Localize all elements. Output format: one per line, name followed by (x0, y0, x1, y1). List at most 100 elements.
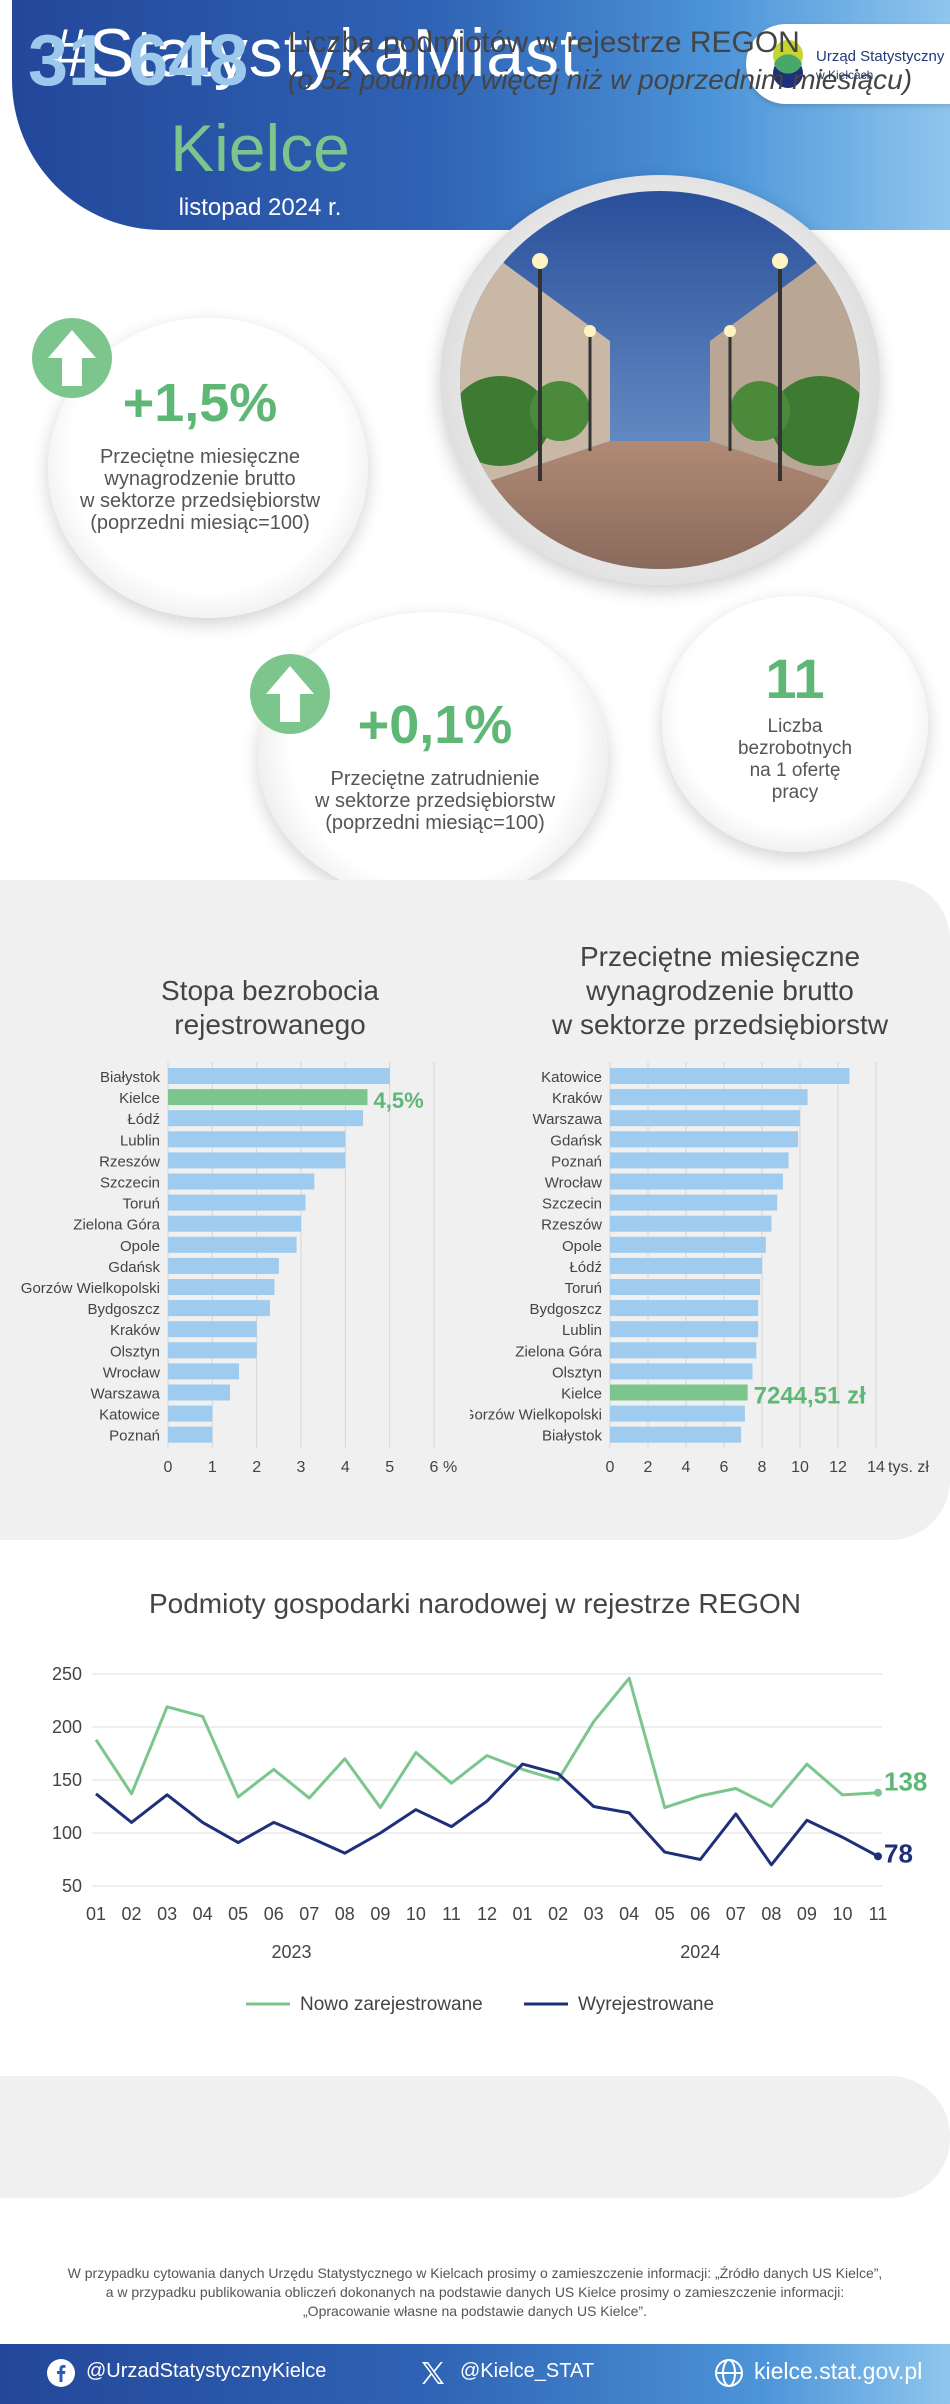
bar (168, 1384, 231, 1401)
x-icon[interactable] (418, 2358, 448, 2388)
unemployed-label-line: na 1 ofertę (749, 760, 841, 781)
category-label: Olsztyn (110, 1343, 160, 1360)
unit-label: tys. zł (888, 1459, 929, 1476)
x-tick-label: 09 (797, 1904, 817, 1924)
tick-label: 1 (208, 1459, 217, 1476)
category-label: Bydgoszcz (87, 1301, 160, 1318)
category-label: Toruń (122, 1196, 160, 1213)
x-tick-label: 06 (264, 1904, 284, 1924)
footer-bar: @UrzadStatystycznyKielce @Kielce_STAT ki… (0, 2344, 950, 2404)
website-link[interactable]: kielce.stat.gov.pl (754, 2358, 923, 2384)
regon-chart-title: Podmioty gospodarki narodowej w rejestrz… (148, 1588, 802, 1619)
year-label: 2023 (271, 1942, 311, 1962)
bar (610, 1110, 800, 1127)
category-label: Białystok (542, 1428, 603, 1445)
chart-title-line: Stopa bezrobocia (161, 975, 379, 1006)
regon-label: Liczba podmiotów w rejestrze REGON (288, 26, 800, 59)
highlight-value-label: 4,5% (374, 1088, 424, 1113)
bar (168, 1363, 239, 1380)
arrow-up-icon (266, 666, 314, 722)
street-illustration (460, 191, 860, 569)
x-tick-label: 04 (619, 1904, 639, 1924)
facebook-link[interactable]: @UrzadStatystycznyKielce (86, 2360, 327, 2382)
tick-label: 14 (867, 1459, 885, 1476)
x-tick-label: 11 (442, 1904, 461, 1924)
citation-line: W przypadku cytowania danych Urzędu Stat… (67, 2265, 883, 2281)
bar (168, 1300, 270, 1317)
globe-icon[interactable] (714, 2358, 744, 2388)
logo-badge[interactable]: Urząd Statystyczny w Kielcach (746, 24, 950, 104)
city-photo-frame (440, 175, 880, 585)
y-tick-label: 200 (52, 1717, 82, 1737)
category-label: Warszawa (533, 1111, 603, 1128)
category-label: Białystok (100, 1069, 161, 1086)
bar (168, 1342, 257, 1359)
x-tick-label: 01 (86, 1904, 106, 1924)
category-label: Szczecin (542, 1196, 602, 1213)
bar (610, 1089, 808, 1106)
category-label: Poznań (551, 1153, 602, 1170)
wage-kpi-label: Przeciętne miesięczne wynagrodzenie brut… (60, 446, 340, 534)
city-name: Kielce (170, 111, 350, 185)
category-label: Zielona Góra (515, 1343, 602, 1360)
x-tick-label: 02 (548, 1904, 568, 1924)
bar (168, 1068, 390, 1084)
regon-line-chart: 50 100 150 200 250 01 02 03 04 05 06 07 08 09 10 11 12 01… (52, 1664, 927, 2015)
category-label: Gdańsk (550, 1132, 602, 1149)
employment-arrow-badge (250, 654, 330, 734)
x-tick-label: 09 (370, 1904, 390, 1924)
unemployed-kpi-bubble (662, 596, 928, 852)
x-tick-label: 05 (228, 1904, 248, 1924)
year-label: 2024 (680, 1942, 720, 1962)
x-tick-label: 07 (726, 1904, 746, 1924)
regon-count: 31 648 (28, 21, 249, 101)
bar-charts-section (0, 880, 950, 1540)
x-tick-label: 10 (406, 1904, 426, 1924)
city-photo (460, 191, 860, 569)
bar (610, 1131, 799, 1148)
tick-label: 2 (252, 1459, 261, 1476)
employment-label-line: w sektorze przedsiębiorstw (314, 790, 556, 812)
employment-kpi-bubble (258, 612, 608, 902)
category-label: Kielce (561, 1386, 602, 1403)
category-label: Szczecin (100, 1175, 160, 1192)
unemployed-label-line: bezrobotnych (737, 738, 853, 759)
facebook-icon[interactable] (46, 2358, 76, 2388)
wage-arrow-badge (32, 318, 112, 398)
bar (610, 1363, 753, 1380)
category-label: Katowice (99, 1407, 160, 1424)
category-label: Wrocław (103, 1364, 160, 1381)
citation-note: W przypadku cytowania danych Urzędu Stat… (10, 2264, 940, 2321)
tick-label: 8 (758, 1459, 767, 1476)
chart-title-line: wynagrodzenie brutto (586, 975, 854, 1006)
citation-line: „Opracowanie własne na podstawie danych … (303, 2303, 647, 2319)
logo-line1: Urząd Statystyczny (816, 48, 945, 65)
category-label: Katowice (541, 1069, 602, 1086)
bar (610, 1321, 759, 1338)
arrow-up-icon (48, 330, 96, 386)
wage-bar-chart: Katowice Kraków Warszawa Gdańsk Poznań Wrocła… (470, 1062, 929, 1476)
y-tick-label: 150 (52, 1770, 82, 1790)
tick-label: 12 (829, 1459, 847, 1476)
bar (168, 1405, 213, 1422)
series-line (94, 1676, 879, 1810)
category-label: Warszawa (91, 1386, 161, 1403)
bar (168, 1152, 346, 1169)
category-label: Łódź (127, 1111, 160, 1128)
bar (168, 1426, 213, 1443)
x-tick-label: 08 (761, 1904, 781, 1924)
tick-label: 5 (385, 1459, 394, 1476)
x-link[interactable]: @Kielce_STAT (460, 2360, 595, 2382)
unemployment-bar-chart: Białystok Kielce 4,5% Łódź Lublin Rzeszów Szcz… (21, 1062, 457, 1476)
category-label: Wrocław (545, 1175, 602, 1192)
employment-kpi-value: +0,1% (357, 695, 513, 755)
category-label: Bydgoszcz (529, 1301, 602, 1318)
category-label: Gdańsk (108, 1259, 160, 1276)
y-tick-label: 100 (52, 1823, 82, 1843)
wage-label-line: wynagrodzenie brutto (104, 468, 296, 490)
x-tick-label: 03 (157, 1904, 177, 1924)
citation-line: a w przypadku publikowania obliczeń doko… (105, 2284, 845, 2300)
bar (610, 1152, 789, 1169)
bar (168, 1173, 315, 1190)
bar (610, 1426, 742, 1443)
